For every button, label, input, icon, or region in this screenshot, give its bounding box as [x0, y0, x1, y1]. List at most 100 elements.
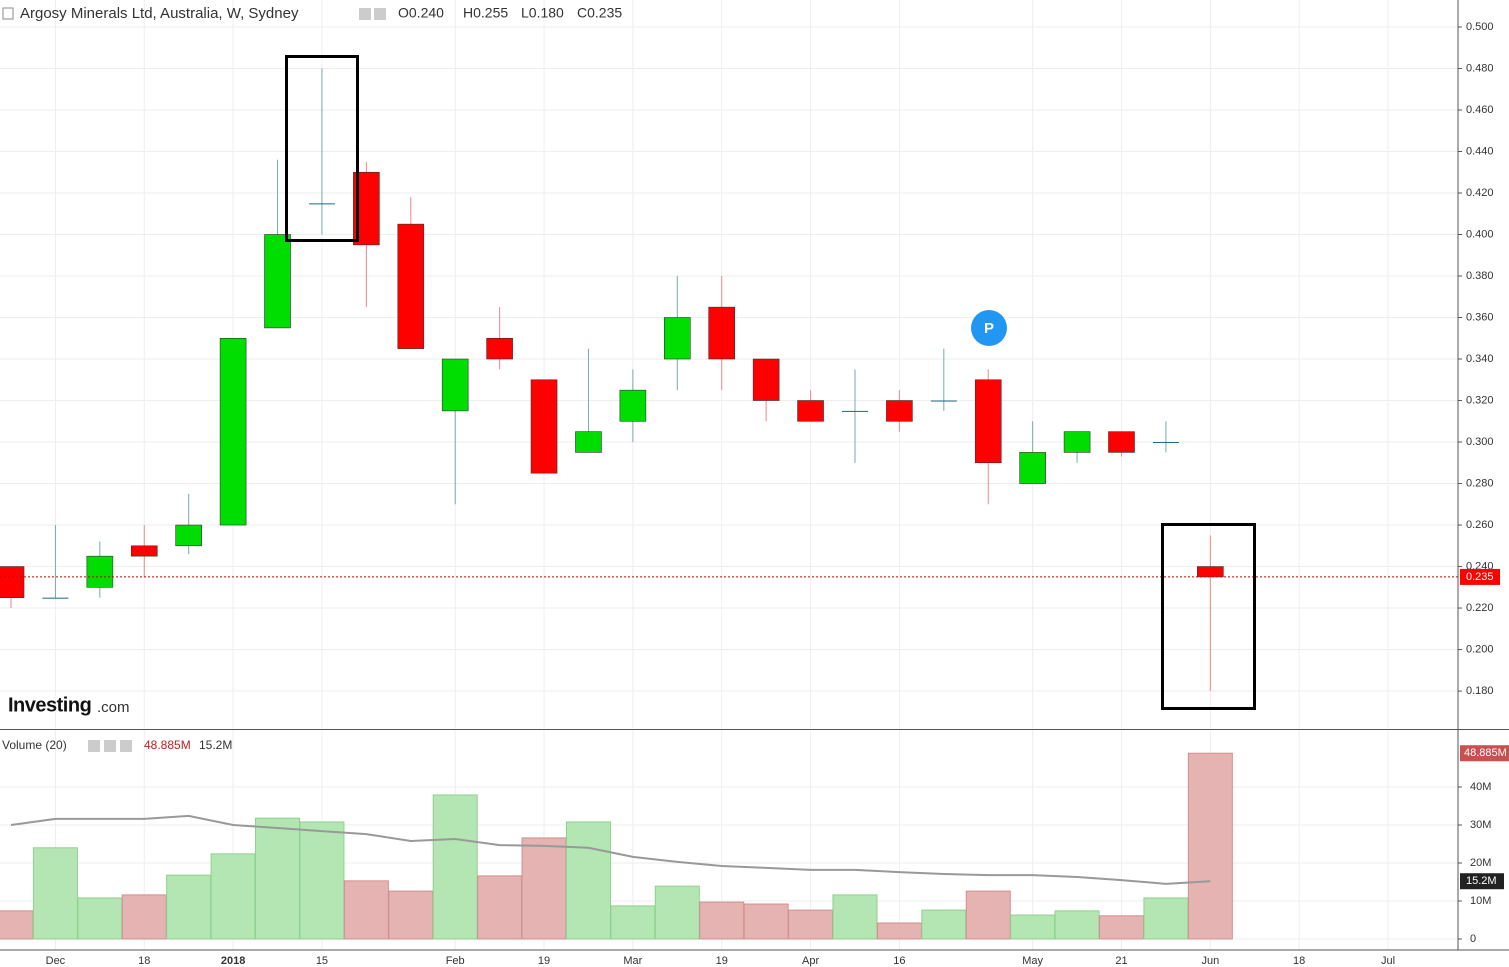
- collapse-icon[interactable]: [2, 7, 14, 20]
- volume-bar: [521, 837, 567, 940]
- x-tick-label: 21: [1115, 955, 1127, 967]
- y-tick-label: 30M: [1470, 819, 1491, 831]
- y-tick-label: 10M: [1470, 895, 1491, 907]
- y-tick-label: 0.480: [1466, 62, 1494, 74]
- y-tick-label: 20M: [1470, 857, 1491, 869]
- x-tick-label: 18: [138, 955, 150, 967]
- settings-icon[interactable]: [374, 8, 386, 20]
- logo-suffix: .com: [97, 699, 130, 716]
- x-tick-label: Dec: [46, 955, 66, 967]
- volume-bar: [1054, 910, 1100, 940]
- volume-bar: [610, 905, 656, 940]
- volume-bar: [876, 922, 922, 940]
- volume-bar: [210, 853, 256, 940]
- last-price-badge: [1460, 568, 1500, 585]
- ma-badge-label: 15.2M: [1466, 875, 1497, 887]
- event-marker[interactable]: [971, 310, 1007, 346]
- volume-bar: [388, 890, 434, 940]
- candle-body: [42, 597, 69, 599]
- volume-bar: [166, 874, 212, 940]
- y-tick-label: 40M: [1470, 781, 1491, 793]
- candle-body: [797, 400, 824, 422]
- volume-bar: [921, 909, 967, 940]
- candle-body: [264, 234, 291, 329]
- settings-icon[interactable]: [359, 8, 371, 20]
- chart-title: Argosy Minerals Ltd, Australia, W, Sydne…: [20, 5, 299, 22]
- candle-body: [1152, 442, 1179, 444]
- volume-bar: [0, 910, 34, 940]
- highlight-box: [285, 55, 359, 242]
- volume-bar: [788, 909, 834, 940]
- y-tick-label: 0.440: [1466, 145, 1494, 157]
- x-tick-label: 19: [716, 955, 728, 967]
- x-tick-label: 18: [1293, 955, 1305, 967]
- y-tick-label: 0.220: [1466, 602, 1494, 614]
- x-tick-label: May: [1022, 955, 1043, 967]
- candle-body: [619, 389, 647, 422]
- ohlc-readout: O0.240: [398, 5, 444, 21]
- volume-bar: [743, 903, 789, 940]
- volume-bar: [299, 821, 345, 940]
- settings-icon[interactable]: [88, 740, 100, 752]
- candle-body: [930, 400, 957, 402]
- x-tick-label: 15: [316, 955, 328, 967]
- candle-body: [1108, 431, 1135, 453]
- candle-body: [441, 358, 469, 412]
- candle-body: [530, 379, 558, 474]
- candle-body: [886, 400, 913, 422]
- x-tick-label: Mar: [623, 955, 642, 967]
- candle-body: [308, 203, 335, 205]
- y-tick-label: 0.340: [1466, 353, 1494, 365]
- x-tick-label: 2018: [221, 955, 245, 967]
- moving-average-line: [10, 814, 1211, 885]
- candle-body: [219, 337, 247, 526]
- candle-body: [663, 317, 691, 360]
- volume-bar: [965, 890, 1011, 940]
- settings-icon[interactable]: [120, 740, 132, 752]
- y-tick-label: 0.500: [1466, 21, 1494, 33]
- candle-body: [0, 566, 25, 598]
- volume-bar: [1143, 897, 1189, 940]
- volume-bar: [565, 821, 611, 940]
- ma-readout: 15.2M: [199, 738, 232, 752]
- y-tick-label: 0.400: [1466, 228, 1494, 240]
- candle-body: [708, 306, 736, 360]
- candle-body: [841, 410, 868, 412]
- candle-body: [575, 431, 602, 453]
- candle-body: [486, 337, 513, 360]
- volume-bar: [77, 897, 123, 940]
- logo: Investing: [8, 694, 91, 716]
- volume-bar: [699, 901, 745, 940]
- ma-badge: [1460, 873, 1504, 890]
- x-tick-label: Jul: [1381, 955, 1395, 967]
- y-tick-label: 0: [1470, 933, 1476, 945]
- volume-bar: [343, 880, 389, 940]
- volume-title: Volume (20): [2, 738, 67, 752]
- y-tick-label: 0.300: [1466, 436, 1494, 448]
- settings-icon[interactable]: [104, 740, 116, 752]
- candle-body: [1063, 431, 1091, 453]
- y-tick-label: 0.280: [1466, 477, 1494, 489]
- highlight-box: [1161, 523, 1256, 710]
- x-tick-label: Apr: [802, 955, 819, 967]
- volume-bar: [1187, 752, 1233, 940]
- candle-body: [974, 379, 1002, 464]
- last-price-label: 0.235: [1466, 571, 1494, 583]
- ohlc-readout: L0.180: [521, 5, 564, 21]
- candle-body: [752, 358, 780, 401]
- y-tick-label: 0.200: [1466, 643, 1494, 655]
- volume-bar: [121, 894, 167, 940]
- volume-bar: [32, 847, 78, 940]
- y-tick-label: 0.380: [1466, 270, 1494, 282]
- ohlc-readout: C0.235: [577, 5, 622, 21]
- volume-bar: [832, 894, 878, 940]
- y-tick-label: 0.180: [1466, 685, 1494, 697]
- volume-badge-label: 48.885M: [1464, 747, 1507, 759]
- volume-bar: [432, 794, 478, 940]
- volume-bar: [654, 885, 700, 940]
- candle-body: [1019, 452, 1046, 484]
- x-tick-label: 16: [893, 955, 905, 967]
- y-tick-label: 0.460: [1466, 104, 1494, 116]
- candle-body: [397, 223, 425, 349]
